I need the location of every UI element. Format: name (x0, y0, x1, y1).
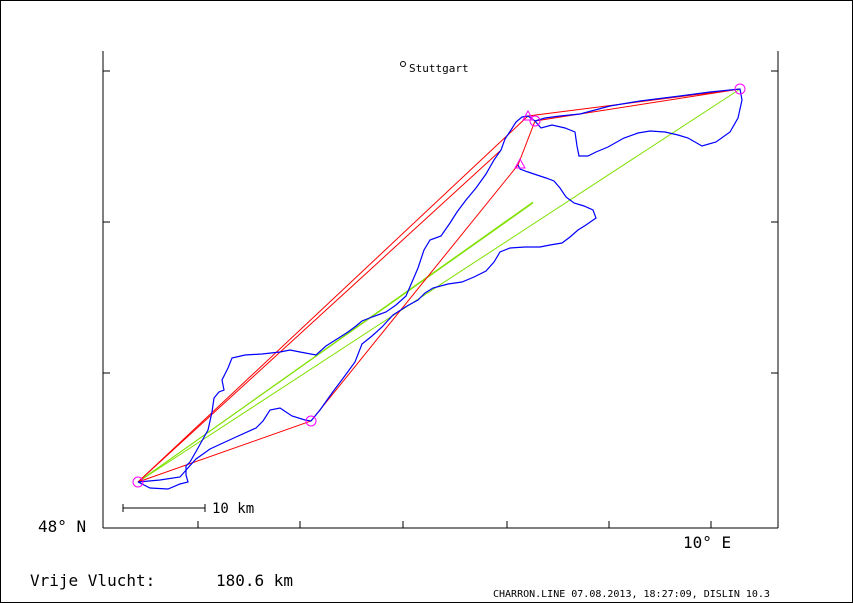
town-label: Stuttgart (409, 62, 469, 75)
distance-label: Vrije Vlucht: (30, 571, 155, 590)
credit-line: CHARRON.LINE 07.08.2013, 18:27:09, DISLI… (493, 589, 770, 600)
scale-bar (122, 504, 206, 512)
longitude-label: 10° E (683, 533, 731, 552)
town-marker-icon (400, 61, 406, 67)
turnpoint-circle-icon (305, 415, 317, 427)
turnpoint-circle-icon (734, 83, 746, 95)
latitude-label: 48° N (38, 517, 86, 536)
turnpoint-circle-icon (529, 115, 541, 127)
distance-value: 180.6 km (216, 571, 293, 590)
start-turnpoint-circle-icon (132, 476, 144, 488)
optimized-route (137, 88, 741, 483)
finish-triangle-icon (514, 157, 526, 169)
turnpoints (132, 83, 746, 488)
scale-label: 10 km (212, 501, 254, 517)
gps-track (137, 88, 743, 490)
turnpoint-triangle-icon (522, 109, 534, 121)
plot-axes (102, 51, 779, 529)
